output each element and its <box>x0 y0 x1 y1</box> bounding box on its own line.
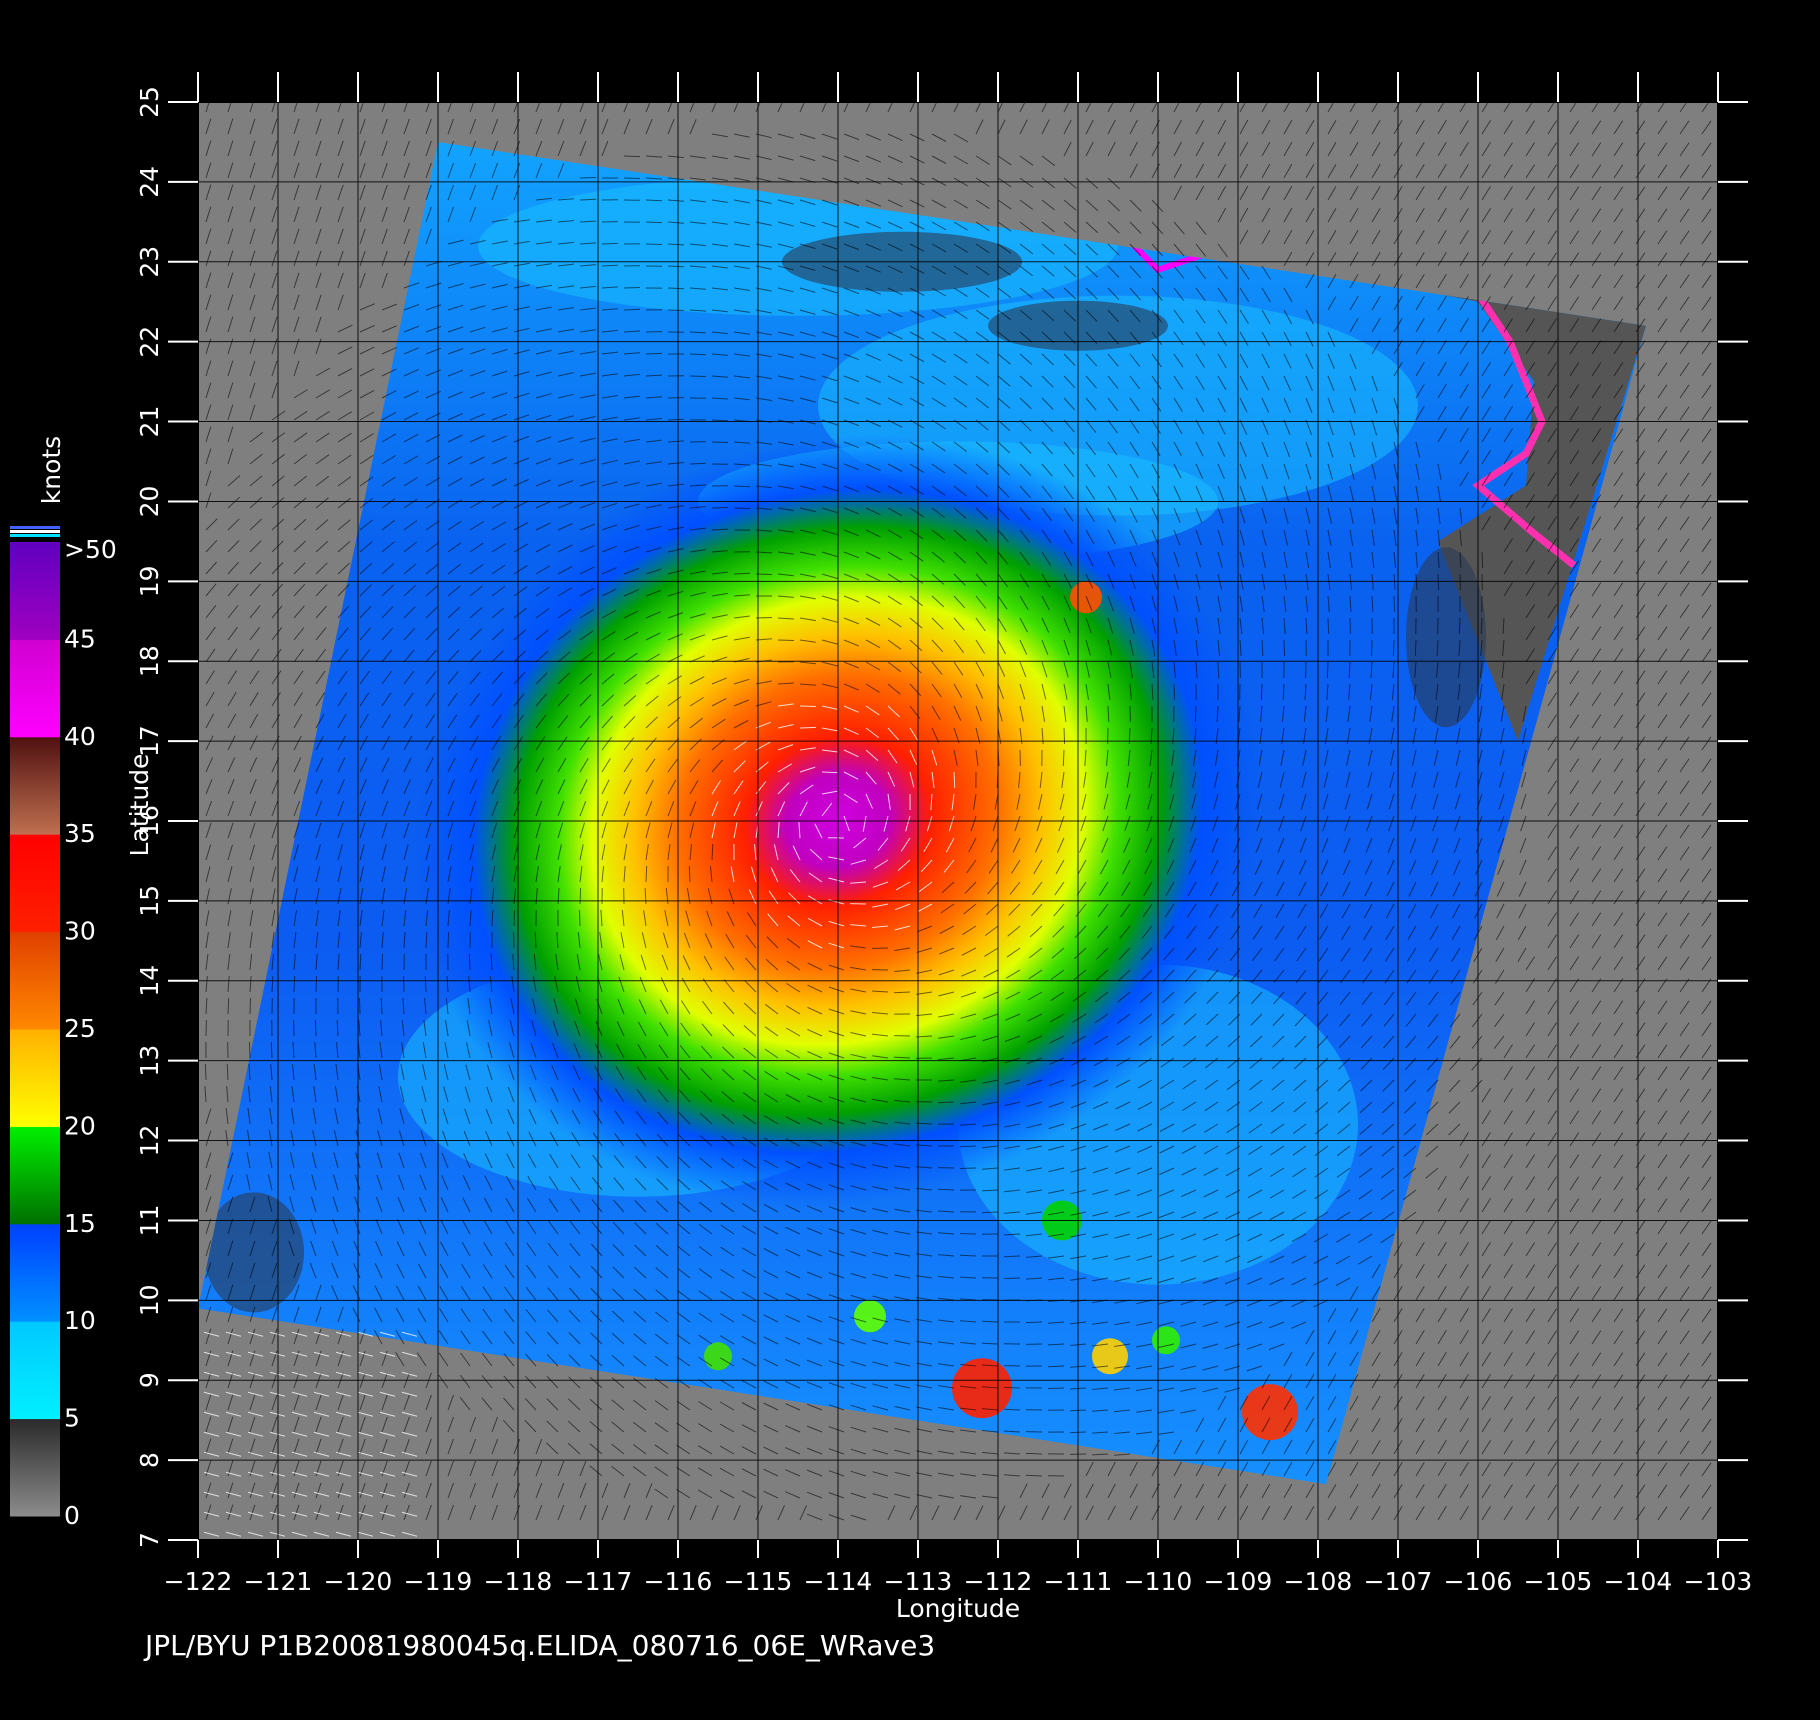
x-tick-label: −103 <box>1684 1567 1753 1596</box>
colorbar-band <box>10 542 60 640</box>
y-axis-title: Latitude <box>125 754 154 857</box>
colorbar-band <box>10 1126 60 1225</box>
y-tick-label: 7 <box>135 1532 164 1548</box>
colorbar-label: 20 <box>64 1111 96 1140</box>
footer-caption: JPL/BYU P1B20081980045q.ELIDA_080716_06E… <box>143 1629 935 1662</box>
x-tick-label: −105 <box>1524 1567 1593 1596</box>
y-tick-label: 18 <box>135 645 164 677</box>
colorbar-cap <box>10 526 60 529</box>
x-tick-label: −109 <box>1204 1567 1273 1596</box>
wind-vectors <box>203 102 1712 1537</box>
y-tick-label: 12 <box>135 1125 164 1157</box>
y-axis-ticks: 7 8 9 10 11 12 13 14 15 16 17 18 19 20 21 22 23 24 25 <box>135 86 1748 1548</box>
x-tick-label: −107 <box>1364 1567 1433 1596</box>
y-tick-label: 10 <box>135 1284 164 1316</box>
y-tick-label: 13 <box>135 1045 164 1077</box>
colorbar-band <box>10 931 60 1030</box>
x-tick-label: −108 <box>1284 1567 1353 1596</box>
colorbar-label: 45 <box>64 624 96 653</box>
y-tick-label: 15 <box>135 885 164 917</box>
y-tick-label: 11 <box>135 1205 164 1237</box>
x-tick-label: −111 <box>1044 1567 1113 1596</box>
colorbar-label: 5 <box>64 1404 80 1433</box>
x-tick-label: −113 <box>884 1567 953 1596</box>
rain-cell <box>1242 1384 1298 1441</box>
eye-wind-vectors <box>711 703 956 949</box>
colorbar-band <box>10 1321 60 1420</box>
low-wind-patch <box>204 1192 304 1313</box>
y-tick-label: 20 <box>135 486 164 518</box>
y-tick-label: 21 <box>135 406 164 438</box>
y-tick-label: 23 <box>135 246 164 278</box>
colorbar-top-label: >50 <box>64 535 117 564</box>
x-tick-label: −114 <box>804 1567 873 1596</box>
low-wind-patch <box>1406 547 1486 728</box>
colorbar-label: 30 <box>64 917 96 946</box>
y-tick-label: 24 <box>135 166 164 198</box>
rain-cell <box>704 1342 732 1371</box>
colorbar-label: 0 <box>64 1501 80 1530</box>
x-tick-label: −122 <box>164 1567 233 1596</box>
rain-cell <box>1152 1326 1180 1355</box>
y-tick-label: 25 <box>135 86 164 118</box>
x-tick-label: −112 <box>964 1567 1033 1596</box>
y-tick-label: 14 <box>135 965 164 997</box>
colorbar-band <box>10 1223 60 1322</box>
colorbar-band <box>10 1418 60 1517</box>
x-tick-label: −120 <box>324 1567 393 1596</box>
colorbar-cap <box>10 530 60 533</box>
x-tick-label: −119 <box>404 1567 473 1596</box>
x-tick-label: −106 <box>1444 1567 1513 1596</box>
colorbar-label: 15 <box>64 1209 96 1238</box>
colorbar-label: 35 <box>64 819 96 848</box>
colorbar-label: 25 <box>64 1014 96 1043</box>
x-tick-label: −104 <box>1604 1567 1673 1596</box>
y-tick-label: 16 <box>135 805 164 837</box>
colorbar-band <box>10 639 60 738</box>
x-tick-label: −115 <box>724 1567 793 1596</box>
y-tick-label: 19 <box>135 565 164 597</box>
colorbar-cap <box>10 534 60 537</box>
x-tick-label: −118 <box>484 1567 553 1596</box>
land-region <box>1190 237 1646 742</box>
y-tick-label: 22 <box>135 326 164 358</box>
y-tick-label: 9 <box>135 1372 164 1388</box>
colorbar-band <box>10 834 60 933</box>
x-tick-label: −110 <box>1124 1567 1193 1596</box>
rain-cell <box>952 1358 1012 1419</box>
rain-cell <box>854 1300 886 1333</box>
colorbar: 0 5 10 15 20 25 30 35 40 45 <box>10 526 96 1530</box>
colorbar-band <box>10 736 60 835</box>
x-tick-label: −116 <box>644 1567 713 1596</box>
colorbar-label: 40 <box>64 722 96 751</box>
x-tick-label: −117 <box>564 1567 633 1596</box>
y-tick-label: 8 <box>135 1452 164 1468</box>
y-tick-label: 17 <box>135 725 164 757</box>
x-axis-title: Longitude <box>896 1594 1020 1623</box>
colorbar-band <box>10 1029 60 1127</box>
x-tick-label: −121 <box>244 1567 313 1596</box>
wind-vector-field <box>204 102 1712 1521</box>
rain-cell <box>1092 1338 1128 1375</box>
x-axis-ticks: −122 −121 −120 −119 −118 −117 −116 −115 −114 −113… <box>164 72 1753 1596</box>
colorbar-unit-label: knots <box>37 436 66 504</box>
colorbar-label: 10 <box>64 1306 96 1335</box>
rain-cells <box>704 581 1298 1441</box>
